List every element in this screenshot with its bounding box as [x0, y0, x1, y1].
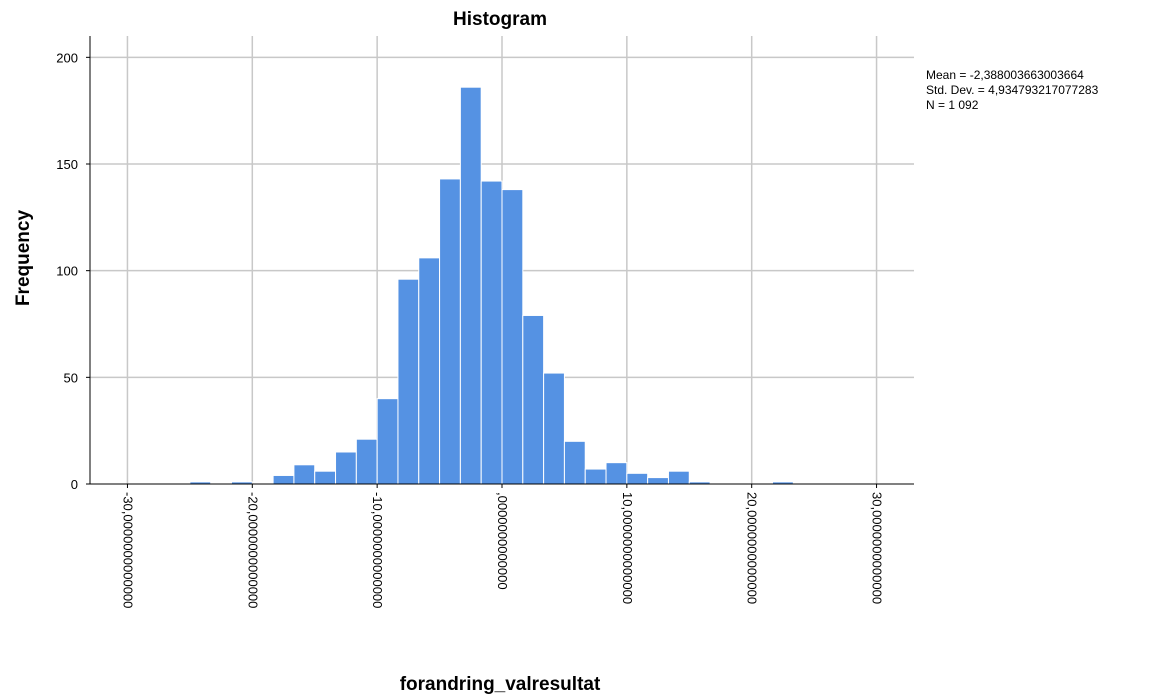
y-tick-label-4: 200: [56, 50, 78, 65]
y-axis-label: Frequency: [13, 210, 34, 307]
histogram-bar-16: [563, 440, 586, 485]
y-tick-labels: 0 50 100 150 200: [56, 50, 90, 492]
histogram-bar-15: [543, 372, 565, 485]
y-tick-label-1: 50: [64, 370, 78, 385]
chart-title: Histogram: [453, 9, 547, 30]
x-tick-label-0: -30,0000000000000: [120, 492, 135, 608]
histogram-bar-5: [335, 451, 357, 485]
histogram-bar-10: [439, 178, 461, 485]
histogram-bar-13: [501, 189, 524, 485]
histogram-bar-11: [459, 86, 482, 485]
x-tick-label-6: 30,0000000000000: [870, 492, 885, 604]
x-axis-label: forandring_valresultat: [400, 674, 601, 695]
histogram-bar-3: [293, 464, 316, 485]
histogram-bar-2: [272, 474, 295, 485]
x-tick-label-4: 10,0000000000000: [620, 492, 635, 604]
histogram-bar-8: [397, 278, 420, 485]
x-tick-label-3: ,0000000000000: [495, 492, 510, 590]
x-tick-labels: -30,0000000000000 -20,0000000000000 -10,00…: [120, 484, 885, 608]
y-tick-label-0: 0: [71, 477, 78, 492]
stat-n: N = 1 092: [926, 98, 979, 112]
histogram-bar-6: [355, 438, 378, 485]
histogram-bar-12: [480, 180, 503, 485]
y-tick-label-3: 150: [56, 157, 78, 172]
histogram-bar-9: [418, 257, 441, 485]
histogram-bar-19: [626, 472, 649, 485]
bars: [189, 86, 794, 485]
histogram-bar-20: [647, 477, 669, 485]
histogram-bar-14: [522, 314, 545, 485]
y-tick-label-2: 100: [56, 264, 78, 279]
x-tick-label-5: 20,0000000000000: [745, 492, 760, 604]
x-tick-label-1: -20,0000000000000: [245, 492, 260, 608]
x-tick-label-2: -10,0000000000000: [370, 492, 385, 608]
histogram-bar-17: [584, 468, 607, 485]
stat-std-dev: Std. Dev. = 4,934793217077283: [926, 83, 1099, 97]
histogram-bar-21: [667, 470, 690, 485]
stat-mean: Mean = -2,388003663003664: [926, 68, 1084, 82]
histogram-bar-4: [314, 470, 337, 485]
histogram-bar-18: [605, 462, 628, 485]
grid-lines: [90, 36, 914, 484]
histogram-bar-7: [376, 398, 399, 485]
